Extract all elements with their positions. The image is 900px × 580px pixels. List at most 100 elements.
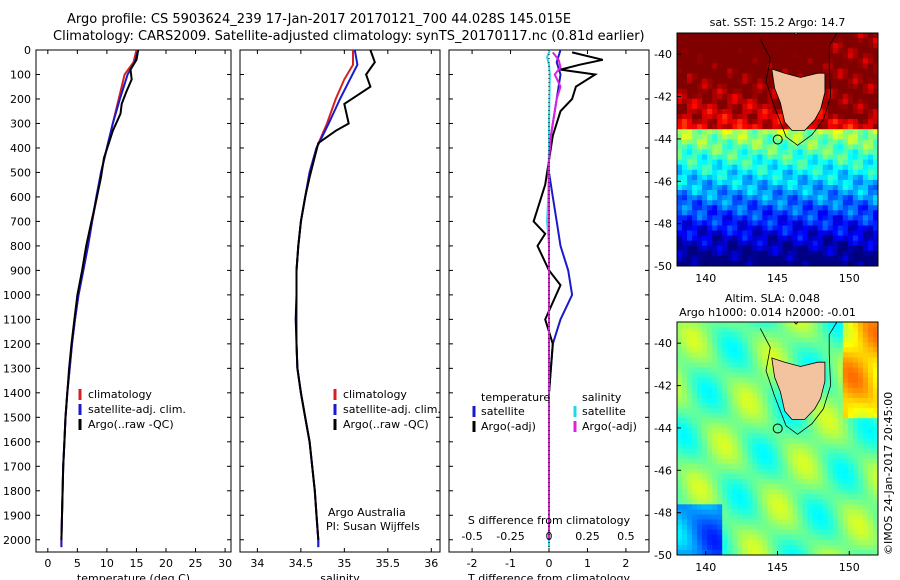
map-cell (692, 519, 698, 526)
map-cell (822, 185, 829, 191)
map-cell (857, 519, 864, 526)
map-cell (792, 38, 799, 44)
map-cell (787, 174, 794, 181)
map-cell (873, 33, 878, 39)
map-cell (852, 245, 859, 252)
map-cell (857, 144, 864, 151)
map-cell (862, 443, 869, 450)
map-cell (857, 124, 864, 130)
map-cell (722, 78, 728, 85)
map-cell (757, 529, 763, 536)
map-cell (862, 245, 869, 252)
map-cell (847, 250, 854, 257)
map-cell (782, 220, 789, 227)
map-cell (727, 134, 733, 140)
map-cell (787, 514, 794, 521)
map-cell (677, 519, 683, 526)
map-cell (873, 190, 878, 196)
map-cell (792, 509, 799, 516)
map-cell (807, 129, 814, 135)
map-cell (782, 139, 789, 146)
map-cell (772, 255, 779, 262)
map-cell (777, 392, 784, 399)
map-cell (727, 159, 733, 166)
map-cell (692, 504, 698, 510)
map-cell (862, 453, 869, 460)
map-cell (722, 403, 728, 409)
map-cell (682, 43, 688, 49)
map-cell (732, 159, 738, 166)
map-cell (852, 250, 859, 257)
y-tick-label: 600 (10, 191, 31, 204)
map-cell (762, 367, 768, 374)
map-cell (732, 392, 738, 399)
map-cell (702, 164, 708, 171)
map-cell (787, 534, 794, 541)
map-cell (767, 468, 774, 475)
map-cell (787, 342, 794, 348)
map-cell (873, 245, 878, 252)
map-cell (752, 539, 758, 546)
map-cell (742, 413, 748, 419)
map-title-line1: Altim. SLA: 0.048 (725, 292, 820, 305)
map-cell (787, 154, 794, 161)
map-cell (842, 438, 849, 445)
map-cell (677, 109, 683, 115)
map-cell (727, 342, 733, 348)
map-cell (802, 463, 809, 470)
map-cell (847, 382, 854, 389)
map-cell (717, 484, 723, 490)
map-cell (732, 250, 738, 257)
map-cell (692, 327, 698, 333)
map-cell (722, 33, 728, 39)
map-cell (702, 250, 708, 257)
map-cell (797, 169, 804, 176)
map-cell (707, 347, 713, 353)
map-cell (777, 250, 784, 257)
map-cell (737, 352, 743, 359)
map-cell (817, 489, 824, 495)
map-cell (857, 494, 864, 500)
map-cell (767, 119, 774, 125)
map-cell (727, 519, 733, 526)
map-cell (827, 103, 834, 110)
map-cell (742, 205, 748, 211)
map-cell (762, 458, 768, 465)
map-cell (847, 78, 854, 85)
map-cell (857, 225, 864, 232)
map-cell (852, 347, 859, 353)
map-cell (722, 443, 728, 450)
map-cell (757, 509, 763, 516)
map-cell (837, 58, 844, 64)
map-cell (677, 205, 683, 211)
map-cell (847, 443, 854, 450)
map-cell (722, 235, 728, 242)
map-cell (797, 260, 804, 266)
map-cell (752, 398, 758, 404)
map-cell (752, 195, 758, 201)
map-cell (737, 250, 743, 257)
map-cell (742, 489, 748, 495)
map-cell (777, 129, 784, 135)
map-cell (702, 322, 708, 328)
map-cell (762, 337, 768, 343)
map-cell (687, 200, 693, 206)
map-cell (737, 357, 743, 364)
map-cell (857, 524, 864, 531)
map-cell (697, 337, 703, 343)
map-cell (742, 534, 748, 541)
map-cell (862, 448, 869, 455)
map-cell (842, 205, 849, 211)
map-cell (752, 514, 758, 521)
map-cell (862, 337, 869, 343)
map-cell (767, 205, 774, 211)
map-cell (792, 494, 799, 500)
map-cell (772, 458, 779, 465)
map-cell (873, 149, 878, 156)
map-cell (697, 93, 703, 100)
map-cell (797, 235, 804, 242)
map-cell (707, 367, 713, 374)
map-cell (697, 514, 703, 521)
map-cell (787, 250, 794, 257)
